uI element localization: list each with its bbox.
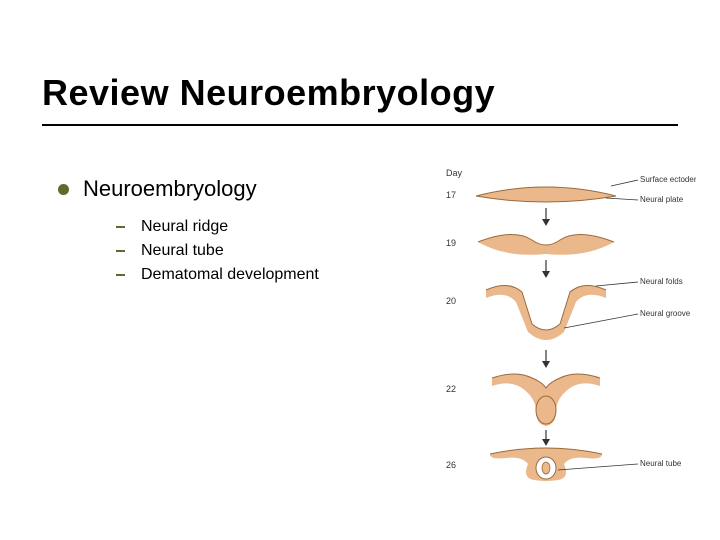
day-label: 17	[446, 190, 456, 200]
sublist: Neural ridge Neural tube Dematomal devel…	[116, 218, 319, 290]
day-header-label: Day	[446, 168, 463, 178]
neuroembryology-diagram: Day 17 Surface ectoderm Neural plate 19	[436, 164, 696, 482]
subitem-text: Dematomal development	[141, 266, 319, 284]
annotation-label: Neural groove	[640, 309, 691, 318]
stage-22: 22	[446, 374, 600, 426]
arrow-down-icon	[542, 350, 550, 368]
stage-20: 20 Neural folds Neural groove	[446, 277, 691, 340]
pointer-line	[611, 180, 638, 186]
arrow-down-icon	[542, 208, 550, 226]
list-item: Dematomal development	[116, 266, 319, 284]
stage-19: 19	[446, 234, 614, 254]
arrow-down-icon	[542, 430, 550, 446]
arrow-down-icon	[542, 260, 550, 278]
day-label: 20	[446, 296, 456, 306]
bullet-level1: Neuroembryology	[58, 176, 257, 202]
stage-17: 17 Surface ectoderm Neural plate	[446, 175, 696, 204]
pointer-line	[558, 464, 638, 470]
slide-title: Review Neuroembryology	[42, 72, 495, 114]
dash-icon	[116, 226, 125, 228]
subitem-text: Neural ridge	[141, 218, 228, 236]
bullet-icon	[58, 184, 69, 195]
pointer-line	[564, 314, 638, 328]
pointer-line	[606, 198, 638, 200]
neural-plate-shape	[476, 187, 616, 202]
slide: Review Neuroembryology Neuroembryology N…	[0, 0, 720, 540]
title-underline	[42, 124, 678, 126]
list-item: Neural ridge	[116, 218, 319, 236]
neural-folds-closing-shape	[492, 374, 600, 426]
level1-text: Neuroembryology	[83, 176, 257, 202]
annotation-label: Neural folds	[640, 277, 683, 286]
dash-icon	[116, 274, 125, 276]
subitem-text: Neural tube	[141, 242, 224, 260]
tube-inner	[542, 462, 550, 474]
annotation-label: Neural plate	[640, 195, 684, 204]
stage-26: 26 Neural tube	[446, 448, 682, 481]
list-item: Neural tube	[116, 242, 319, 260]
pointer-line	[596, 282, 638, 286]
dash-icon	[116, 250, 125, 252]
annotation-label: Surface ectoderm	[640, 175, 696, 184]
day-label: 22	[446, 384, 456, 394]
neural-folds-shape	[486, 285, 606, 340]
annotation-label: Neural tube	[640, 459, 682, 468]
day-label: 19	[446, 238, 456, 248]
day-label: 26	[446, 460, 456, 470]
